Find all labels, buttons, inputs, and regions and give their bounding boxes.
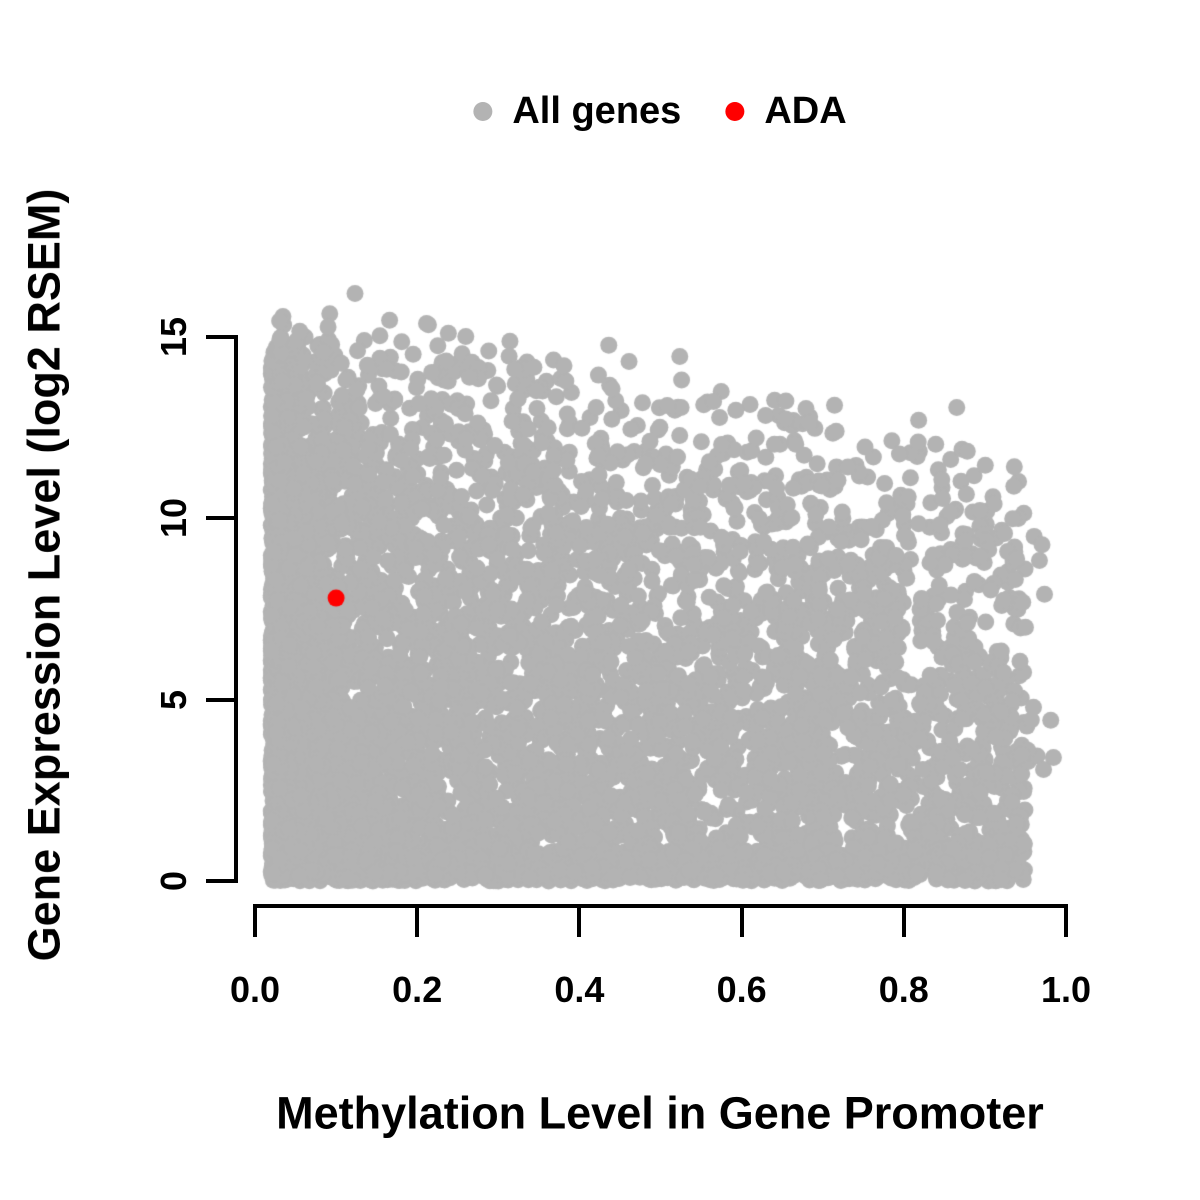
x-tick-label: 0.4 xyxy=(554,969,605,1010)
x-tick-label: 0.2 xyxy=(392,969,443,1010)
legend-label-ada: ADA xyxy=(764,90,847,132)
y-tick-mark xyxy=(206,697,236,702)
x-tick-mark xyxy=(739,908,744,937)
x-tick-mark xyxy=(1064,908,1068,937)
y-tick-label: 5 xyxy=(153,689,194,710)
x-tick-mark xyxy=(577,908,582,937)
y-tick-mark xyxy=(206,879,236,883)
x-tick-label: 1.0 xyxy=(1040,969,1092,1010)
y-tick-mark xyxy=(206,335,236,339)
y-axis-line xyxy=(234,335,238,883)
y-tick-label: 10 xyxy=(153,498,194,539)
x-axis-line xyxy=(253,904,1068,908)
all-genes-marker-icon xyxy=(473,101,493,121)
legend-item-ada: ADA xyxy=(725,90,847,132)
legend-label-all-genes: All genes xyxy=(512,90,682,132)
x-tick-mark xyxy=(901,908,906,937)
y-tick-label: 15 xyxy=(153,316,194,358)
legend-item-all-genes: All genes xyxy=(473,92,681,130)
y-tick-mark xyxy=(206,516,236,521)
x-tick-mark xyxy=(415,908,420,937)
x-tick-label: 0.8 xyxy=(878,969,929,1010)
x-axis-title: Methylation Level in Gene Promoter xyxy=(276,1087,1044,1139)
x-tick-label: 0.0 xyxy=(229,969,281,1010)
x-tick-mark xyxy=(253,908,257,937)
y-axis-title: Gene Expression Level (log2 RSEM) xyxy=(18,188,70,962)
x-tick-label: 0.6 xyxy=(716,969,767,1010)
chart-legend: All genes ADA xyxy=(473,90,847,132)
ada-marker-icon xyxy=(725,101,745,121)
y-tick-label: 0 xyxy=(153,870,194,892)
